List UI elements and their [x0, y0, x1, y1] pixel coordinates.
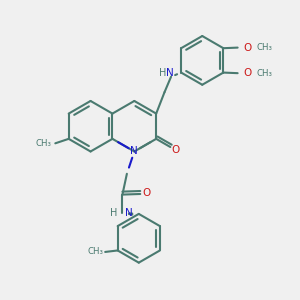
Text: H: H	[159, 68, 167, 78]
Text: CH₃: CH₃	[88, 248, 104, 256]
Text: H: H	[110, 208, 117, 218]
Text: N: N	[130, 146, 138, 157]
Text: O: O	[243, 68, 251, 78]
Text: O: O	[143, 188, 151, 197]
Text: O: O	[171, 145, 180, 155]
Text: CH₃: CH₃	[256, 69, 272, 78]
Text: N: N	[166, 68, 174, 78]
Text: CH₃: CH₃	[36, 140, 52, 148]
Text: O: O	[243, 43, 251, 52]
Text: CH₃: CH₃	[256, 43, 272, 52]
Text: N: N	[124, 208, 132, 218]
